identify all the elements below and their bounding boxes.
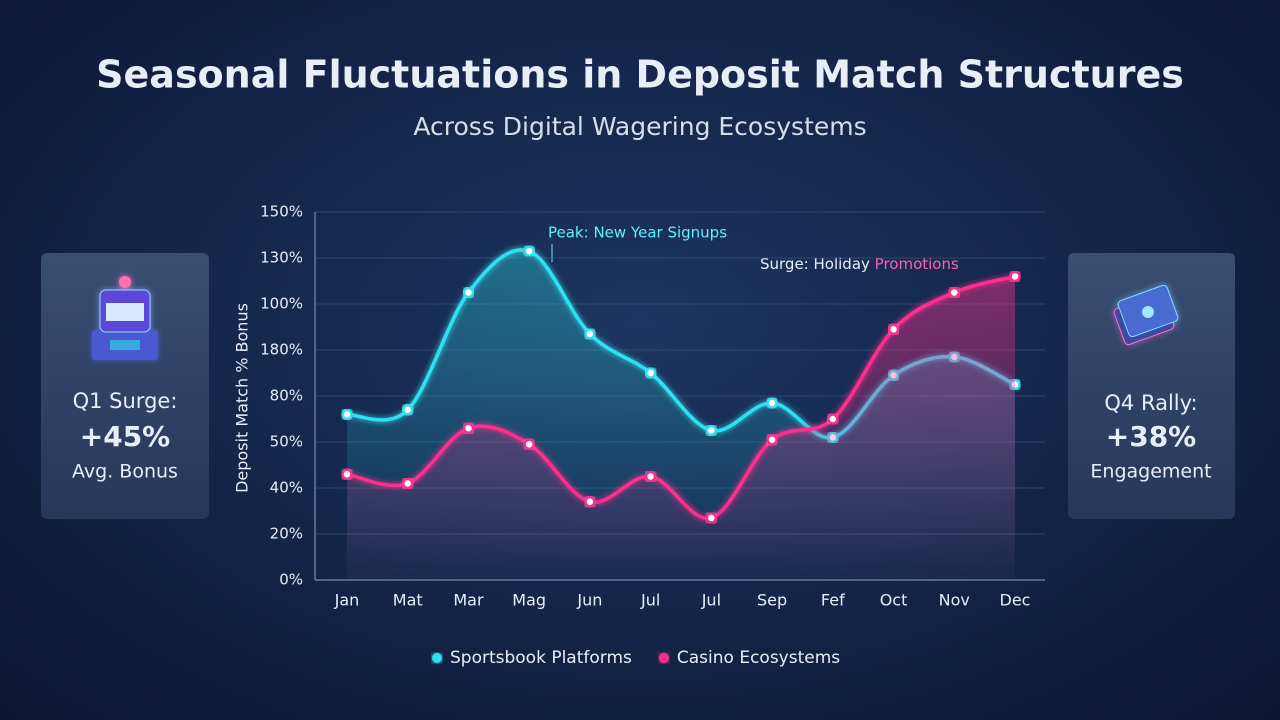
x-tick-label: Fef — [821, 591, 845, 610]
point — [584, 496, 596, 508]
x-tick-label: Mag — [512, 591, 546, 610]
card — [41, 253, 209, 519]
point — [827, 413, 839, 425]
cards-icon — [1113, 284, 1179, 346]
x-tick-label: Jul — [640, 591, 660, 610]
card-value: +38% — [1106, 420, 1196, 453]
point — [705, 512, 718, 524]
point — [887, 323, 900, 336]
point — [644, 367, 657, 379]
legend-label: Casino Ecosystems — [677, 648, 840, 668]
card-heading: Q1 Surge: — [73, 389, 178, 413]
annotation-text: Surge: Holiday — [760, 255, 870, 273]
x-tick-label: Mat — [393, 591, 423, 610]
y-tick-label: 50% — [270, 433, 303, 451]
point — [341, 468, 353, 480]
x-tick-label: Dec — [1000, 591, 1031, 610]
y-tick-label: 150% — [260, 203, 303, 221]
card-value: +45% — [80, 420, 170, 453]
point — [584, 328, 596, 340]
point — [705, 424, 718, 437]
legend-swatch — [432, 653, 442, 663]
point — [462, 422, 475, 434]
y-tick-label: 100% — [260, 295, 303, 313]
card-caption: Engagement — [1090, 461, 1211, 483]
x-tick-label: Nov — [939, 591, 970, 610]
point — [462, 286, 475, 299]
y-tick-label: 40% — [270, 479, 303, 497]
y-tick-label: 0% — [279, 571, 303, 589]
point — [1009, 270, 1021, 283]
x-tick-label: Jan — [334, 591, 360, 610]
x-tick-label: Jul — [701, 591, 721, 610]
point — [523, 438, 535, 451]
y-tick-label: 180% — [260, 341, 303, 359]
x-tick-label: Mar — [453, 591, 484, 610]
y-tick-label: 80% — [270, 387, 303, 405]
annotation: Peak: New Year Signups — [548, 224, 727, 242]
area — [347, 276, 1015, 580]
annotation: Surge: Holiday Promotions — [760, 255, 959, 273]
slot-icon — [92, 276, 158, 360]
card-heading: Q4 Rally: — [1104, 391, 1197, 415]
point — [341, 408, 353, 421]
point — [401, 404, 414, 416]
y-axis-label: Deposit Match % Bonus — [233, 303, 252, 493]
y-tick-label: 130% — [260, 249, 303, 267]
point — [766, 433, 778, 446]
card-caption: Avg. Bonus — [72, 461, 178, 483]
x-tick-label: Oct — [880, 591, 908, 610]
annotation-highlight: Promotions — [875, 255, 959, 273]
legend-label: Sportsbook Platforms — [450, 648, 632, 668]
chart-subtitle: Across Digital Wagering Ecosystems — [413, 112, 866, 141]
x-tick-label: Sep — [757, 591, 787, 610]
point — [766, 397, 778, 409]
point — [948, 286, 961, 299]
point — [401, 477, 414, 490]
point — [523, 245, 535, 257]
point — [644, 470, 657, 483]
x-tick-label: Jun — [576, 591, 602, 610]
chart-title: Seasonal Fluctuations in Deposit Match S… — [96, 53, 1184, 97]
card — [1068, 253, 1235, 519]
legend-swatch — [658, 653, 669, 663]
y-tick-label: 20% — [270, 525, 303, 543]
